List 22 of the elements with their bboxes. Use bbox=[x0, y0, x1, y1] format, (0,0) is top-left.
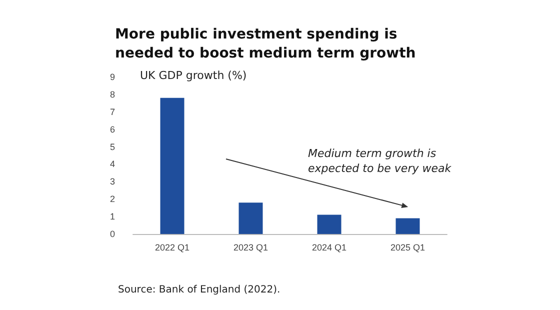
y-axis-title: UK GDP growth (%) bbox=[140, 69, 247, 82]
y-tick-label: 0 bbox=[110, 229, 115, 239]
y-tick-label: 8 bbox=[110, 89, 115, 100]
y-tick-label: 6 bbox=[110, 124, 115, 134]
annotation: Medium term growth is expected to be very weak bbox=[308, 147, 452, 175]
source-note: Source: Bank of England (2022). bbox=[118, 284, 280, 296]
y-tick-label: 4 bbox=[110, 159, 115, 170]
bar bbox=[160, 98, 184, 234]
y-tick-label: 7 bbox=[110, 106, 115, 117]
y-tick-label: 3 bbox=[110, 176, 115, 187]
x-tick-label: 2025 Q1 bbox=[390, 242, 426, 252]
y-tick-label: 1 bbox=[110, 212, 115, 222]
bar bbox=[238, 202, 263, 234]
x-tick-label: 2024 Q1 bbox=[312, 242, 347, 252]
x-tick-label: 2023 Q1 bbox=[233, 242, 268, 252]
y-tick-label: 5 bbox=[110, 142, 115, 152]
chart-title: More public investment spending is needed to boost medium term growth bbox=[115, 26, 416, 62]
x-tick-label: 2022 Q1 bbox=[154, 242, 190, 252]
bar bbox=[317, 214, 342, 234]
y-tick-label: 9 bbox=[110, 72, 115, 82]
bar bbox=[396, 218, 420, 234]
y-tick-label: 2 bbox=[110, 194, 115, 204]
